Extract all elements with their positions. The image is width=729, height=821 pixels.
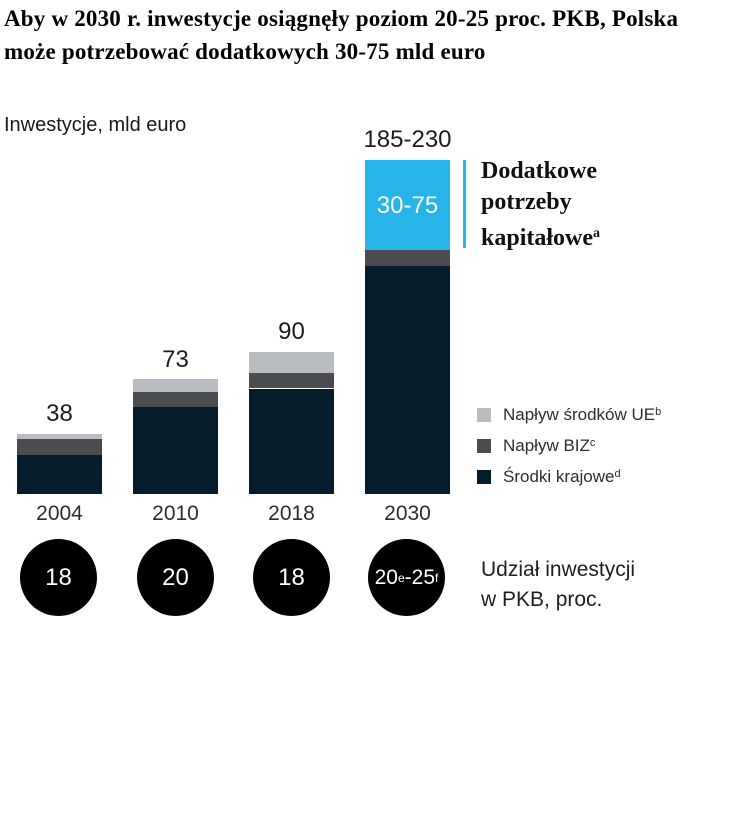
bar-segment-2030--rodki-krajowe <box>365 265 450 494</box>
footnote-marker-c: c <box>589 437 596 449</box>
legend-label-eu-funds: Napływ środków UEb <box>503 405 662 424</box>
annotation-line-3: kapitałowea <box>481 225 601 251</box>
pkb-share-circle-2030: 20 e -25 f <box>368 539 445 616</box>
annotation-line-1: Dodatkowe <box>481 158 598 184</box>
additional-capital-annotation: Dodatkowe potrzeby kapitałowea <box>481 156 600 254</box>
pkb-share-caption-line1: Udział inwestycji <box>481 558 636 581</box>
callout-line <box>463 160 466 248</box>
footnote-marker-a: a <box>593 226 601 241</box>
bar-segment-2030-nap-yw-biz <box>365 249 450 266</box>
total-label-2030: 185-230 <box>363 126 452 153</box>
footnote-marker-e: e <box>397 570 405 585</box>
legend-label-domestic: Środki krajowed <box>503 467 621 486</box>
pkb-share-circle-2010: 20 <box>137 539 214 616</box>
additional-capital-range-label: 30-75 <box>376 192 439 219</box>
pkb-share-circle-2004: 18 <box>20 539 97 616</box>
total-label-2004: 38 <box>46 400 73 427</box>
legend-item-eu-funds: Napływ środków UEb <box>477 405 662 424</box>
legend-label-biz: Napływ BIZc <box>503 436 596 455</box>
pkb-share-caption-line2: w PKB, proc. <box>481 588 603 611</box>
bar-segment-2030-dodatkowe-potrzeby-kapita-owe <box>365 160 450 250</box>
axis-label-2030: 2030 <box>384 502 431 525</box>
legend: Napływ środków UEb Napływ BIZc Środki kr… <box>477 405 662 486</box>
bar-segment-2018-nap-yw-rodk-w-ue <box>249 352 334 373</box>
legend-item-domestic: Środki krajowed <box>477 467 661 486</box>
total-label-2018: 90 <box>278 318 305 345</box>
legend-item-biz: Napływ BIZc <box>477 436 661 455</box>
footnote-marker-b: b <box>655 406 662 418</box>
bar-segment-2018-nap-yw-biz <box>249 372 334 389</box>
legend-swatch-domestic <box>477 470 491 484</box>
chart-title: Aby w 2030 r. inwestycje osiągnęły pozio… <box>4 6 679 64</box>
bar-segment-2004--rodki-krajowe <box>17 454 102 494</box>
legend-swatch-biz <box>477 439 491 453</box>
chart-subtitle: Inwestycje, mld euro <box>4 114 187 136</box>
footnote-marker-f: f <box>435 570 439 585</box>
footnote-marker-d: d <box>614 468 621 480</box>
bar-segment-2010-nap-yw-rodk-w-ue <box>133 379 218 392</box>
pkb-share-circle-2018: 18 <box>253 539 330 616</box>
axis-label-2004: 2004 <box>36 502 83 525</box>
bar-segment-2004-nap-yw-rodk-w-ue <box>17 434 102 439</box>
annotation-line-2: potrzeby <box>481 189 572 215</box>
axis-label-2010: 2010 <box>152 502 199 525</box>
bar-segment-2010--rodki-krajowe <box>133 407 218 494</box>
total-label-2010: 73 <box>162 346 189 373</box>
axis-label-2018: 2018 <box>268 502 315 525</box>
bar-segment-2004-nap-yw-biz <box>17 438 102 455</box>
bar-segment-2010-nap-yw-biz <box>133 391 218 408</box>
legend-swatch-eu-funds <box>477 408 491 422</box>
bar-segment-2018--rodki-krajowe <box>249 388 334 494</box>
pkb-share-caption: Udział inwestycji w PKB, proc. <box>481 555 635 615</box>
